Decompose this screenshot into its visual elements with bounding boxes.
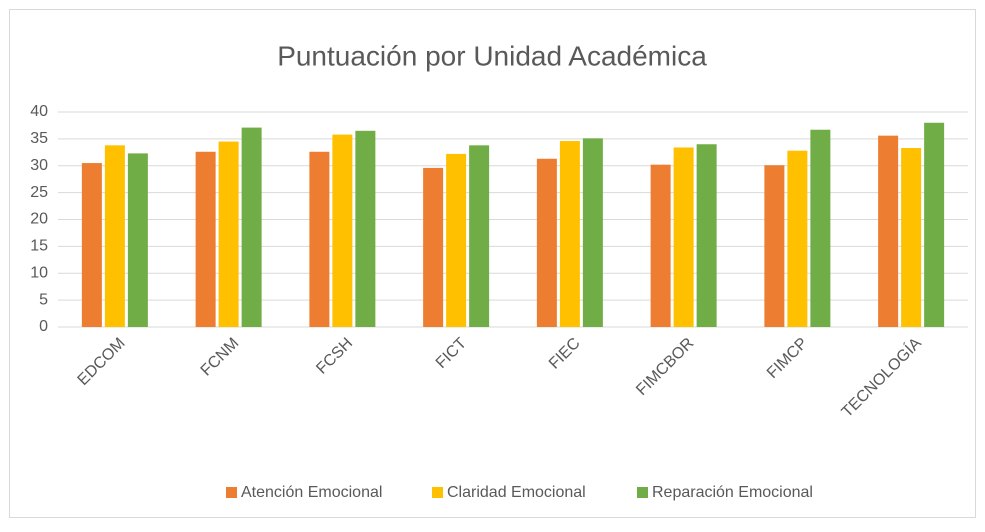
legend-swatch [637, 487, 648, 498]
legend-swatch [432, 487, 443, 498]
y-tick-label: 20 [30, 211, 48, 228]
bar [104, 145, 125, 327]
bar [241, 127, 262, 328]
legend-label: Atención Emocional [241, 484, 382, 501]
y-tick-label: 40 [30, 103, 48, 120]
bar [787, 150, 808, 327]
y-tick-label: 10 [30, 264, 48, 281]
legend-label: Claridad Emocional [447, 484, 586, 501]
bar [650, 164, 671, 327]
bar [218, 141, 239, 327]
y-tick-label: 0 [39, 318, 48, 335]
bar [764, 165, 785, 327]
bar [878, 135, 899, 327]
y-tick-label: 35 [30, 130, 48, 147]
legend-swatch [226, 487, 237, 498]
bar [423, 167, 444, 327]
bar [582, 138, 603, 327]
bar [309, 151, 330, 327]
bar [195, 151, 216, 327]
bar [355, 130, 376, 327]
bar [446, 153, 467, 327]
bar [81, 163, 102, 327]
legend-label: Reparación Emocional [652, 484, 813, 501]
y-tick-label: 15 [30, 238, 48, 255]
bar [810, 129, 831, 327]
bar [536, 158, 557, 327]
y-tick-label: 25 [30, 184, 48, 201]
bar [332, 134, 353, 327]
chart-title: Puntuación por Unidad Académica [277, 40, 707, 71]
bar [469, 145, 490, 327]
y-tick-label: 30 [30, 157, 48, 174]
y-tick-label: 5 [39, 291, 48, 308]
bar [559, 141, 580, 327]
bar [924, 122, 945, 327]
chart-border [9, 9, 976, 518]
bar [673, 147, 694, 327]
bar [901, 148, 922, 327]
bar [696, 144, 717, 327]
bar [127, 153, 148, 327]
